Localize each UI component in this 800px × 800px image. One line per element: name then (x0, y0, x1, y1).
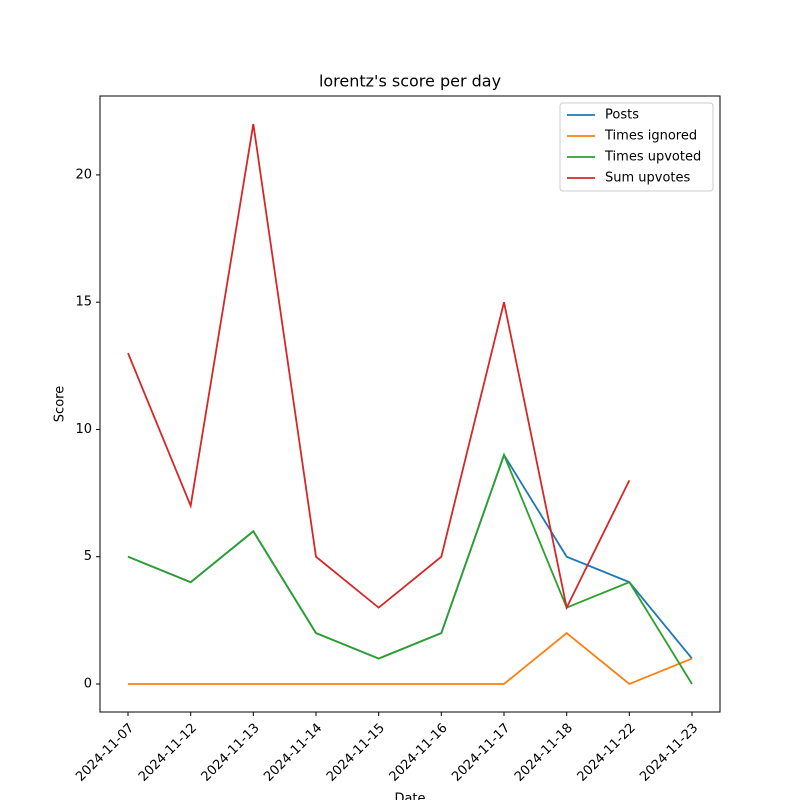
plot-area (99, 95, 721, 713)
y-tick-label: 5 (84, 549, 92, 564)
series-line (128, 631, 693, 686)
x-tick-label: 2024-11-17 (449, 721, 513, 785)
legend-box (559, 102, 714, 192)
x-tick-label: 2024-11-15 (324, 721, 388, 785)
x-axis-label: Date (394, 792, 425, 800)
x-tick-label: 2024-11-07 (73, 721, 137, 785)
y-tick-label: 15 (75, 295, 92, 310)
series-line (127, 452, 693, 685)
x-tick-label: 2024-11-14 (261, 721, 325, 785)
x-tick-label: 2024-11-18 (512, 721, 576, 785)
y-tick-label: 10 (75, 422, 92, 437)
legend-label: Posts (605, 108, 639, 123)
legend-label: Sum upvotes (605, 171, 691, 186)
x-tick-label: 2024-11-16 (387, 721, 451, 785)
y-tick-label: 20 (75, 167, 92, 182)
legend-label: Times ignored (604, 129, 697, 144)
chart-title: lorentz's score per day (319, 72, 501, 91)
y-tick-label: 0 (84, 677, 92, 692)
series-line (127, 452, 693, 660)
x-tick-label: 2024-11-12 (136, 721, 200, 785)
legend-label: Times upvoted (604, 150, 701, 165)
x-tick-label: 2024-11-13 (199, 721, 263, 785)
x-tick-label: 2024-11-22 (575, 721, 639, 785)
y-axis-label: Score (53, 386, 68, 422)
x-tick-label: 2024-11-23 (637, 721, 701, 785)
series-line (127, 123, 631, 611)
